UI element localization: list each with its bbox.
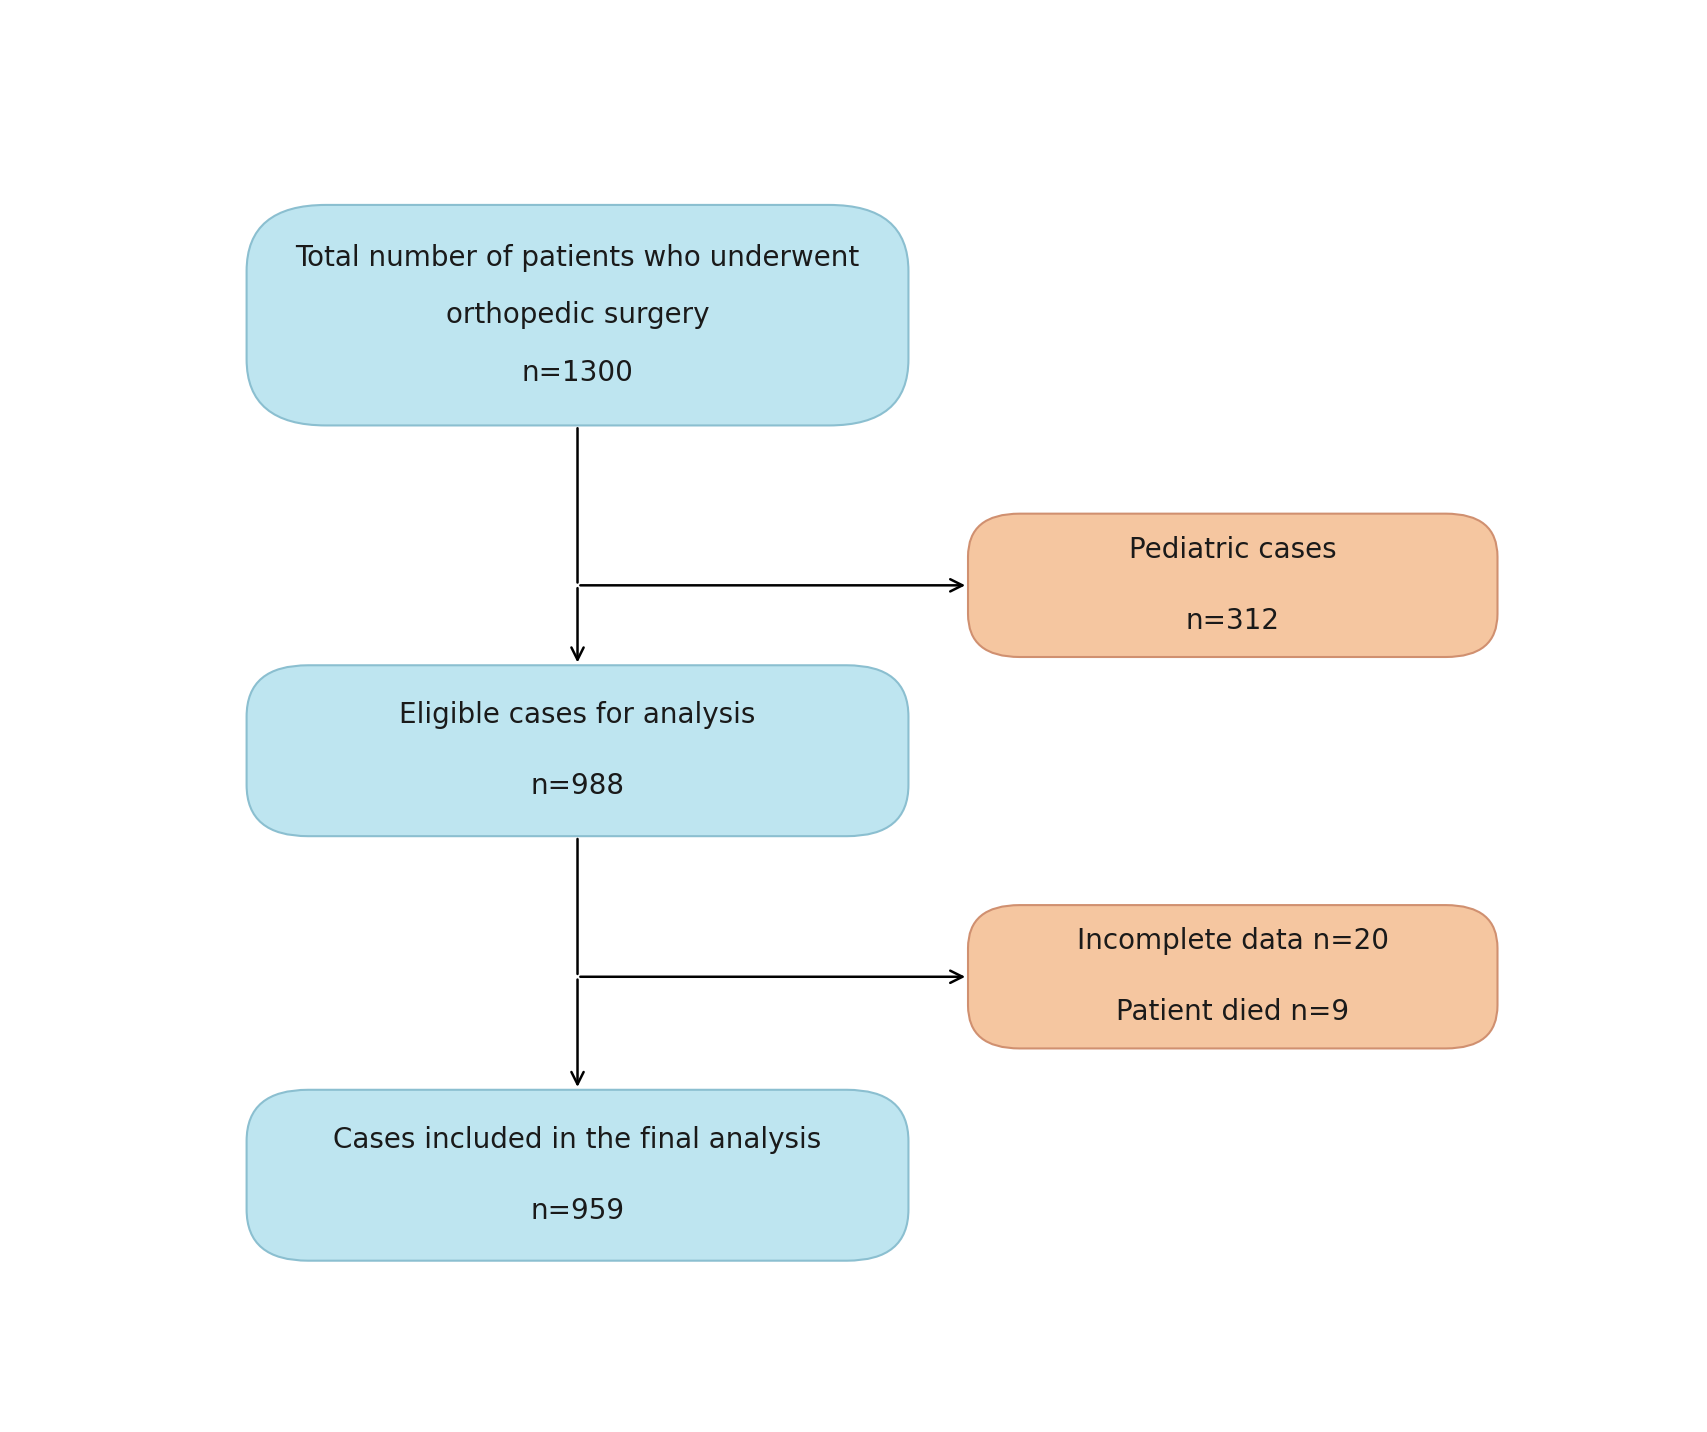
Text: Incomplete data n=20: Incomplete data n=20: [1075, 928, 1388, 955]
Text: Patient died n=9: Patient died n=9: [1116, 998, 1349, 1027]
Text: Cases included in the final analysis: Cases included in the final analysis: [333, 1126, 821, 1154]
Text: Pediatric cases: Pediatric cases: [1128, 536, 1337, 564]
FancyBboxPatch shape: [246, 205, 908, 425]
Text: Total number of patients who underwent: Total number of patients who underwent: [295, 243, 859, 272]
FancyBboxPatch shape: [246, 666, 908, 836]
FancyBboxPatch shape: [968, 905, 1497, 1048]
Text: n=988: n=988: [531, 772, 625, 800]
FancyBboxPatch shape: [968, 514, 1497, 657]
Text: n=312: n=312: [1185, 607, 1279, 634]
Text: orthopedic surgery: orthopedic surgery: [446, 301, 708, 329]
FancyBboxPatch shape: [246, 1090, 908, 1260]
Text: n=1300: n=1300: [521, 358, 633, 387]
Text: Eligible cases for analysis: Eligible cases for analysis: [399, 702, 754, 729]
Text: n=959: n=959: [531, 1197, 625, 1224]
